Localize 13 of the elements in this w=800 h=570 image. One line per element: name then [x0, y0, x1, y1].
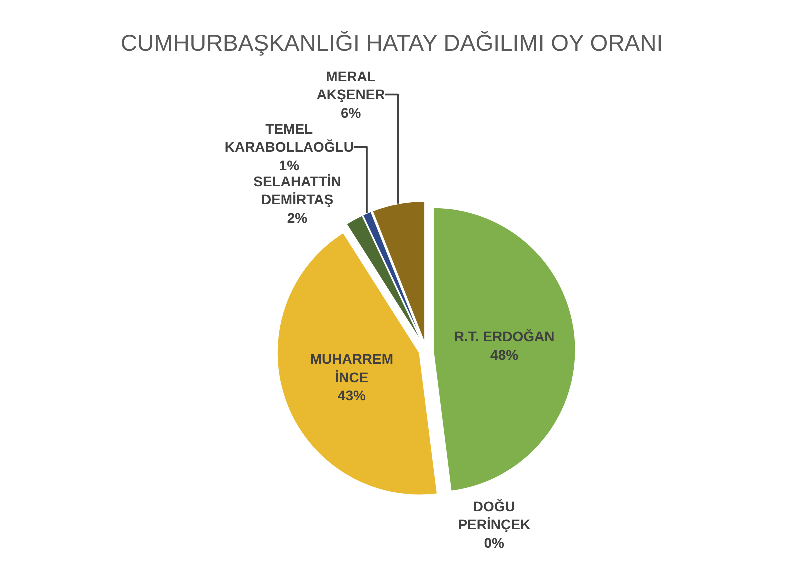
category-label: DOĞU PERİNÇEK [458, 498, 531, 533]
data-label: 2% [287, 210, 308, 226]
text: 0% [484, 534, 504, 551]
data-label: 48% [490, 346, 520, 363]
slice-label: MERAL AKŞENER [316, 68, 386, 103]
chart-title: CUMHURBAŞKANLIĞI HATAY DAĞILIMI OY ORANI [120, 30, 664, 56]
slice-label: SELAHATTİN DEMİRTAŞ [254, 173, 342, 208]
data-label: 6% [340, 104, 362, 121]
data-label: 1% [279, 157, 300, 174]
data-label: 43% [338, 388, 366, 404]
slice-label: TEMEL KARABOLLAOĞLU [224, 120, 354, 156]
slice-label: R.T. ERDOĞAN [454, 328, 555, 345]
slice-label: MUHARREM İNCE [310, 351, 394, 386]
